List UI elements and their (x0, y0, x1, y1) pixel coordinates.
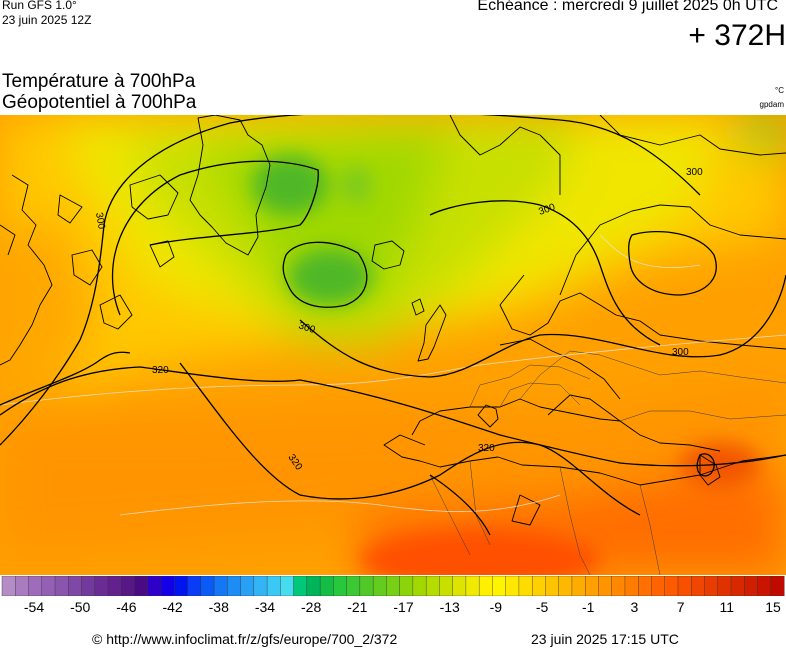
color-swatch (333, 576, 348, 596)
color-scale-ticks: -54 -50 -46 -42 -38 -34 -28 -21 -17 -13 -9 -5 -1 3 7 11… (0, 598, 786, 618)
color-swatch (545, 576, 560, 596)
color-scale-tick: -42 (162, 599, 183, 615)
color-swatch (651, 576, 666, 596)
color-swatch (1, 576, 16, 596)
color-swatch (531, 576, 546, 596)
color-swatch (187, 576, 202, 596)
color-swatch (54, 576, 69, 596)
map-title-temperature: Température à 700hPa (2, 71, 196, 92)
run-label: Run GFS 1.0° (2, 0, 77, 12)
color-swatch (81, 576, 96, 596)
color-scale-tick: 3 (630, 599, 639, 615)
geopotential-contours (0, 115, 786, 536)
color-swatch (492, 576, 507, 596)
color-swatch (147, 576, 162, 596)
source-url: © http://www.infoclimat.fr/z/gfs/europe/… (92, 631, 398, 647)
color-swatch (558, 576, 573, 596)
color-swatch (518, 576, 533, 596)
forecast-valid-time: Echéance : mercredi 9 juillet 2025 0h UT… (477, 0, 778, 14)
color-scale-tick: -5 (535, 599, 549, 615)
temperature-isotherms (0, 234, 786, 516)
color-swatch (730, 576, 745, 596)
color-swatch (744, 576, 758, 596)
color-scale-tick: -21 (347, 599, 368, 615)
color-swatch (200, 576, 215, 596)
color-swatch (306, 576, 321, 596)
color-swatch (425, 576, 440, 596)
color-scale-bar (1, 576, 785, 596)
color-scale-tick: -54 (23, 599, 45, 615)
color-scale-tick: 15 (765, 599, 781, 615)
color-swatch (770, 576, 785, 596)
color-swatch (319, 576, 334, 596)
color-swatch (227, 576, 242, 596)
contour-label: 320 (478, 443, 495, 454)
color-swatch (478, 576, 493, 596)
color-swatch (15, 576, 30, 596)
color-scale-tick: -13 (439, 599, 460, 615)
contour-label: 300 (297, 320, 317, 336)
color-swatch (465, 576, 480, 596)
color-swatch (160, 576, 175, 596)
color-swatch (134, 576, 149, 596)
color-swatch (717, 576, 732, 596)
contour-label: 300 (672, 347, 689, 358)
color-swatch (399, 576, 414, 596)
color-swatch (439, 576, 454, 596)
contour-label: 300 (93, 212, 107, 231)
unit-gpdam: gpdam (759, 100, 784, 109)
run-date: 23 juin 2025 12Z (2, 13, 92, 27)
color-scale-tick: -34 (254, 599, 276, 615)
color-swatch (94, 576, 109, 596)
color-swatch (611, 576, 626, 596)
color-swatch (757, 576, 772, 596)
color-swatch (253, 576, 268, 596)
color-swatch (107, 576, 122, 596)
color-swatch (638, 576, 652, 596)
color-swatch (452, 576, 467, 596)
color-scale-tick: -46 (116, 599, 137, 615)
contour-label: 320 (152, 365, 169, 376)
color-swatch (704, 576, 719, 596)
unit-celsius: °C (775, 86, 784, 95)
color-swatch (28, 576, 43, 596)
map-title-geopotential: Géopotentiel à 700hPa (2, 92, 197, 113)
color-swatch (584, 576, 599, 596)
color-swatch (664, 576, 679, 596)
lead-time: + 372H (688, 19, 786, 52)
weather-map: 300 300 300 300 320 320 320 300 (0, 115, 786, 575)
contour-labels: 300 300 300 300 320 320 320 300 (93, 167, 703, 473)
color-scale-tick: -28 (301, 599, 322, 615)
color-swatch (346, 576, 361, 596)
color-scale-tick: -38 (208, 599, 229, 615)
color-scale-tick: -1 (582, 599, 595, 615)
color-swatch (598, 576, 613, 596)
color-scale-tick: 11 (719, 599, 735, 615)
coastlines (0, 115, 786, 526)
color-scale-tick: 7 (676, 599, 685, 615)
color-swatch (174, 576, 189, 596)
color-swatch (386, 576, 401, 596)
color-swatch (571, 576, 586, 596)
color-swatch (412, 576, 427, 596)
color-swatch (121, 576, 136, 596)
color-swatch (240, 576, 255, 596)
color-swatch (213, 576, 228, 596)
color-swatch (41, 576, 56, 596)
color-swatch (372, 576, 387, 596)
color-scale-tick: -9 (489, 599, 503, 615)
color-swatch (624, 576, 639, 596)
color-swatch (359, 576, 374, 596)
color-swatch (505, 576, 520, 596)
color-swatch (677, 576, 692, 596)
color-swatch (266, 576, 281, 596)
color-swatch (280, 576, 295, 596)
color-swatch (293, 576, 308, 596)
color-swatch (691, 576, 705, 596)
issue-time: 23 juin 2025 17:15 UTC (531, 631, 679, 647)
color-swatch (68, 576, 83, 596)
color-scale-tick: -50 (70, 599, 91, 615)
contour-label: 300 (686, 167, 703, 178)
color-scale-tick: -17 (393, 599, 414, 615)
